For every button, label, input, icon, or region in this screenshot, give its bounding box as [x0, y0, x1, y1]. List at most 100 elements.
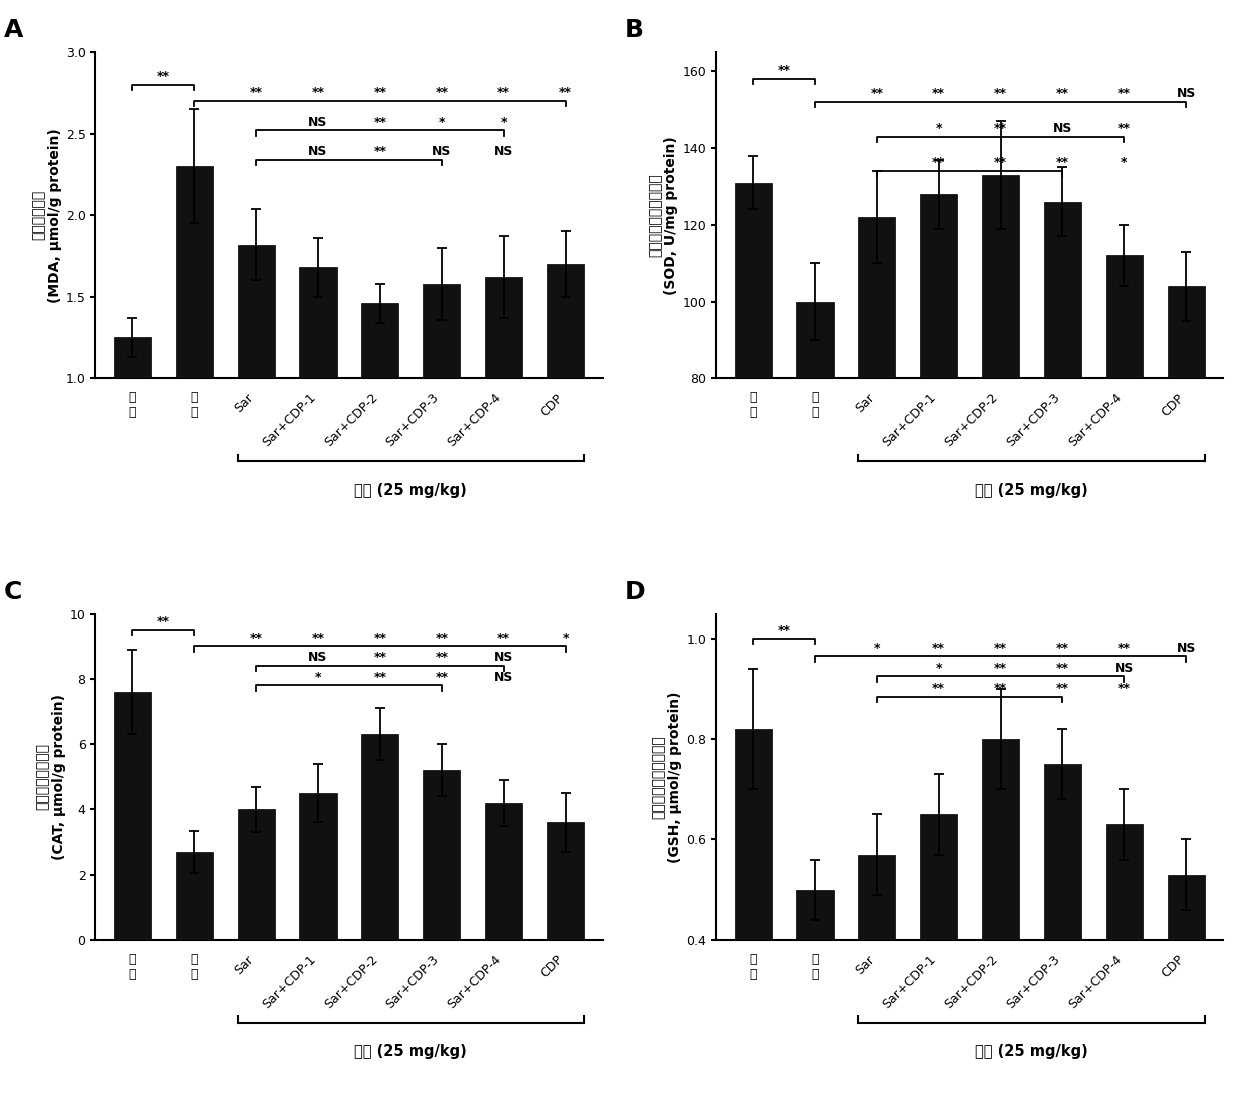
Text: Sar: Sar: [232, 392, 257, 416]
Text: **: **: [932, 642, 945, 654]
Text: **: **: [435, 651, 449, 664]
Text: Sar+CDP-1: Sar+CDP-1: [880, 953, 939, 1011]
Text: Sar+CDP-4: Sar+CDP-4: [445, 953, 503, 1011]
Text: NS: NS: [494, 671, 513, 684]
Text: CDP: CDP: [1158, 953, 1187, 980]
Text: **: **: [156, 616, 170, 628]
Text: NS: NS: [494, 146, 513, 159]
Text: **: **: [373, 651, 387, 664]
Text: Sar+CDP-2: Sar+CDP-2: [321, 392, 379, 450]
Bar: [547, 823, 584, 940]
Text: *: *: [1121, 156, 1127, 170]
Bar: [238, 810, 275, 940]
Text: **: **: [994, 642, 1007, 654]
Text: **: **: [870, 88, 883, 101]
Text: **: **: [311, 86, 325, 100]
Bar: [734, 183, 771, 685]
Text: 模
型: 模 型: [191, 392, 198, 419]
Y-axis label: 肾组织还原性谷胱甘肽
(GSH, μmol/g protein): 肾组织还原性谷胱甘肽 (GSH, μmol/g protein): [652, 691, 682, 862]
Text: **: **: [156, 70, 170, 83]
Bar: [920, 194, 957, 685]
Text: *: *: [935, 662, 942, 675]
Text: NS: NS: [309, 146, 327, 159]
Text: **: **: [1117, 88, 1131, 101]
Text: 模
型: 模 型: [811, 392, 818, 419]
Text: Sar+CDP-3: Sar+CDP-3: [1004, 953, 1063, 1011]
Text: 顺钓 (25 mg/kg): 顺钓 (25 mg/kg): [975, 482, 1087, 498]
Text: Sar+CDP-4: Sar+CDP-4: [1066, 392, 1125, 450]
Text: B: B: [625, 19, 644, 43]
Text: **: **: [994, 682, 1007, 695]
Text: NS: NS: [1115, 662, 1135, 675]
Text: **: **: [249, 631, 263, 644]
Text: NS: NS: [494, 651, 513, 664]
Text: Sar+CDP-1: Sar+CDP-1: [259, 392, 317, 450]
Text: Sar+CDP-1: Sar+CDP-1: [259, 953, 317, 1011]
Text: C: C: [4, 580, 22, 604]
Text: **: **: [373, 146, 387, 159]
Text: NS: NS: [432, 146, 451, 159]
Text: **: **: [994, 121, 1007, 135]
Text: **: **: [311, 631, 325, 644]
Y-axis label: 肾组织超氧化物歧化酶
(SOD, U/mg protein): 肾组织超氧化物歧化酶 (SOD, U/mg protein): [649, 136, 678, 294]
Text: 模
型: 模 型: [811, 953, 818, 981]
Bar: [982, 740, 1019, 1094]
Text: Sar+CDP-1: Sar+CDP-1: [880, 392, 939, 450]
Bar: [1168, 287, 1205, 685]
Text: Sar+CDP-2: Sar+CDP-2: [321, 953, 379, 1011]
Text: **: **: [373, 671, 387, 684]
Text: 顺钓 (25 mg/kg): 顺钓 (25 mg/kg): [355, 482, 467, 498]
Bar: [423, 283, 460, 542]
Text: CDP: CDP: [538, 953, 565, 980]
Text: *: *: [562, 631, 569, 644]
Text: Sar: Sar: [232, 953, 257, 977]
Bar: [796, 889, 833, 1094]
Text: NS: NS: [309, 651, 327, 664]
Text: **: **: [1056, 156, 1069, 170]
Text: NS: NS: [1177, 642, 1195, 654]
Bar: [238, 245, 275, 542]
Y-axis label: 肾组织过氧化氢酶
(CAT, μmol/g protein): 肾组织过氧化氢酶 (CAT, μmol/g protein): [35, 694, 66, 860]
Text: *: *: [935, 121, 942, 135]
Bar: [423, 770, 460, 940]
Text: **: **: [1056, 662, 1069, 675]
Bar: [485, 277, 522, 542]
Text: **: **: [435, 631, 449, 644]
Text: NS: NS: [309, 116, 327, 129]
Text: **: **: [1056, 88, 1069, 101]
Text: **: **: [1117, 121, 1131, 135]
Bar: [1044, 765, 1081, 1094]
Text: A: A: [4, 19, 24, 43]
Bar: [1168, 874, 1205, 1094]
Text: **: **: [1056, 682, 1069, 695]
Text: Sar+CDP-3: Sar+CDP-3: [1004, 392, 1063, 450]
Bar: [796, 302, 833, 685]
Text: **: **: [559, 86, 572, 100]
Bar: [176, 166, 213, 542]
Bar: [485, 803, 522, 940]
Bar: [1044, 201, 1081, 685]
Text: **: **: [1117, 642, 1131, 654]
Text: **: **: [994, 88, 1007, 101]
Text: **: **: [249, 86, 263, 100]
Text: Sar+CDP-2: Sar+CDP-2: [942, 392, 1001, 450]
Text: D: D: [625, 580, 645, 604]
Text: *: *: [501, 116, 507, 129]
Bar: [114, 337, 151, 542]
Bar: [547, 264, 584, 542]
Bar: [1106, 825, 1143, 1094]
Text: **: **: [994, 662, 1007, 675]
Bar: [858, 854, 895, 1094]
Text: 模
型: 模 型: [191, 953, 198, 981]
Bar: [982, 175, 1019, 685]
Text: Sar: Sar: [853, 392, 877, 416]
Y-axis label: 肾组织丙二醒
(MDA, μmol/g protein): 肾组织丙二醒 (MDA, μmol/g protein): [31, 128, 62, 303]
Text: NS: NS: [1053, 121, 1073, 135]
Text: **: **: [435, 86, 449, 100]
Text: **: **: [932, 156, 945, 170]
Text: **: **: [1117, 682, 1131, 695]
Bar: [361, 303, 398, 542]
Bar: [176, 852, 213, 940]
Text: **: **: [932, 682, 945, 695]
Text: **: **: [932, 88, 945, 101]
